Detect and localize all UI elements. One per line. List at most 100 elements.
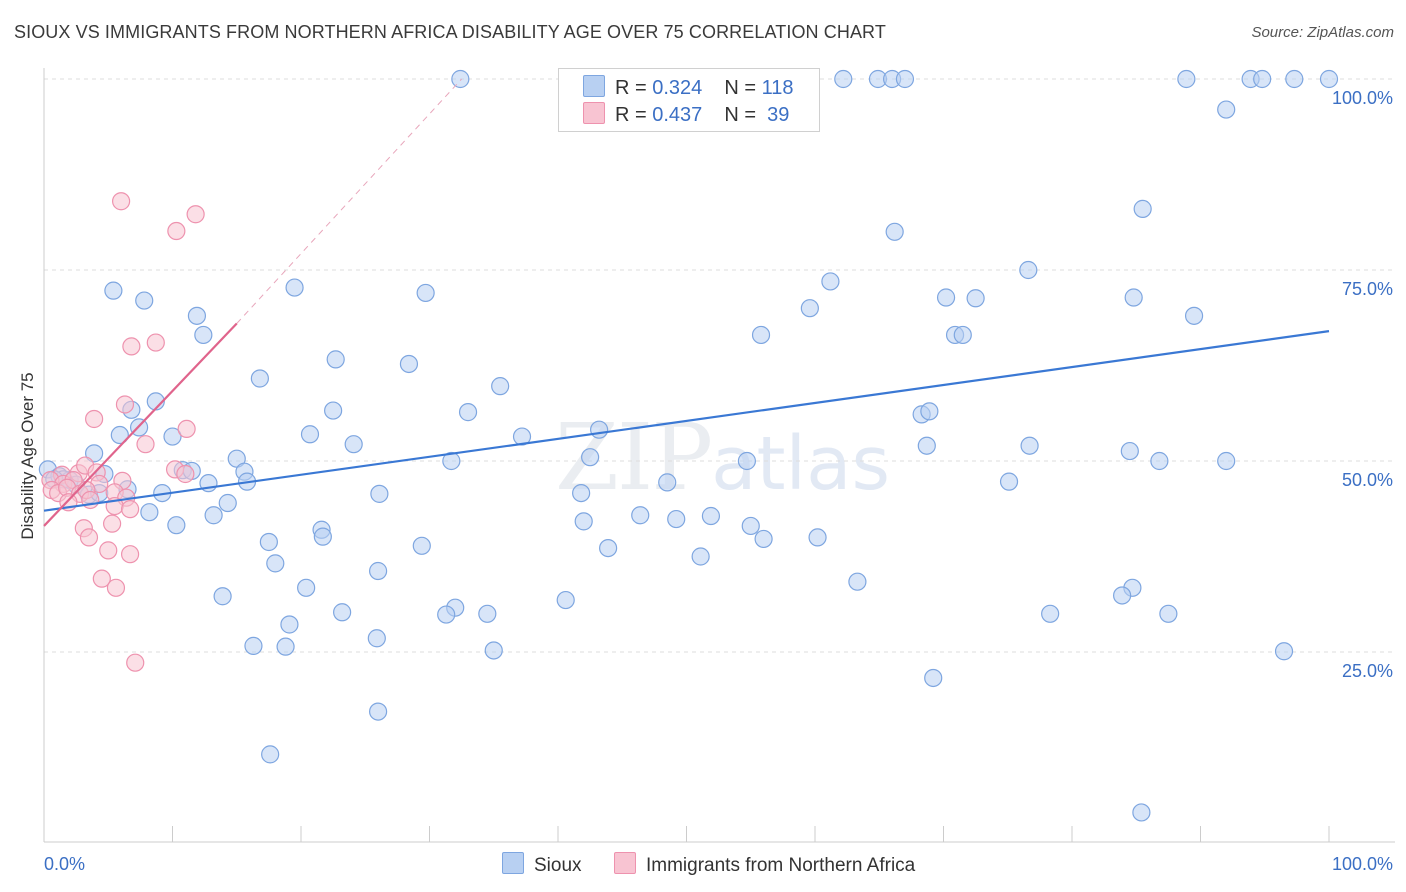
sioux-point-23 (1184, 306, 1204, 325)
sioux-point-12 (1133, 199, 1152, 218)
immigrants-point-14 (176, 464, 195, 484)
immigrants-r-value: 0.437 (652, 104, 703, 126)
immigrants-point-5 (115, 395, 135, 414)
sioux-point-15 (821, 272, 840, 291)
sioux-point-84 (741, 516, 760, 536)
sioux-point-41 (110, 425, 129, 445)
sioux-point-30 (326, 350, 345, 369)
sioux-point-46 (344, 435, 363, 454)
x-tick-label-max: 100.0% (1332, 854, 1393, 874)
sioux-point-42 (163, 427, 182, 446)
sioux-point-78 (204, 506, 223, 525)
sioux-point-53 (581, 448, 600, 467)
sioux-point-11 (1217, 100, 1236, 119)
sioux-point-110 (276, 637, 295, 656)
sioux-point-86 (313, 527, 332, 546)
sioux-point-74 (999, 472, 1019, 491)
sioux-point-98 (213, 587, 232, 606)
sioux-n-label: N = (724, 77, 762, 99)
sioux-point-18 (285, 278, 304, 297)
y-tick-label-50: 50.0% (1342, 470, 1393, 490)
sioux-point-77 (140, 503, 159, 522)
sioux-swatch (583, 75, 605, 97)
sioux-point-13 (885, 222, 904, 241)
sioux-point-109 (244, 636, 263, 655)
sioux-point-94 (369, 561, 388, 581)
immigrants-point-7 (177, 419, 196, 439)
sioux-point-26 (194, 325, 213, 345)
sioux-point-113 (924, 668, 943, 688)
sioux-point-0 (451, 69, 470, 89)
immigrants-n-value: 39 (761, 104, 790, 126)
sioux-point-21 (966, 289, 985, 308)
legend-item-immigrants: Immigrants from Northern Africa (614, 852, 915, 877)
sioux-point-93 (266, 554, 285, 573)
immigrants-point-34 (99, 541, 118, 560)
sioux-point-48 (1020, 436, 1039, 455)
sioux-point-47 (917, 436, 936, 455)
sioux-point-8 (1253, 69, 1272, 89)
x-tick-label-min: 0.0% (44, 854, 85, 874)
sioux-point-5 (895, 69, 915, 89)
immigrants-point-3 (146, 333, 165, 352)
sioux-point-56 (1217, 451, 1236, 471)
sioux-point-92 (691, 547, 710, 566)
sioux-point-31 (399, 354, 419, 374)
sioux-point-9 (1285, 69, 1304, 89)
sioux-point-17 (135, 291, 154, 310)
sioux-point-43 (300, 425, 320, 444)
sioux-point-10 (1319, 69, 1339, 89)
sioux-point-80 (574, 512, 593, 531)
sioux-point-55 (1150, 451, 1169, 471)
sioux-point-103 (437, 605, 456, 624)
sioux-point-107 (280, 615, 299, 634)
sioux-point-49 (1120, 441, 1139, 461)
chart-source: Source: ZipAtlas.com (1251, 24, 1394, 41)
immigrants-point-4 (122, 337, 141, 356)
immigrants-point-30 (120, 500, 140, 519)
immigrants-point-33 (79, 528, 99, 547)
sioux-n-value: 118 (761, 77, 794, 99)
immigrants-point-31 (103, 514, 122, 533)
sioux-point-106 (1159, 604, 1178, 623)
sioux-point-71 (370, 484, 389, 503)
sioux-point-54 (737, 451, 756, 471)
sioux-point-111 (484, 641, 503, 660)
sioux-point-52 (442, 451, 461, 471)
sioux-point-73 (658, 473, 677, 492)
legend-item-sioux: Sioux (502, 852, 582, 877)
immigrants-point-37 (106, 578, 126, 597)
legend-sioux-label: Sioux (534, 855, 582, 876)
legend-immigrants-label: Immigrants from Northern Africa (646, 855, 916, 876)
sioux-point-116 (1132, 803, 1151, 822)
sioux-point-33 (491, 377, 510, 396)
sioux-point-44 (512, 427, 532, 446)
sioux-point-36 (324, 401, 343, 420)
sioux-point-2 (834, 69, 853, 89)
sioux-point-45 (590, 420, 609, 439)
legend-sioux-swatch (502, 852, 524, 874)
sioux-point-87 (754, 529, 773, 549)
legend-immigrants-swatch (614, 852, 636, 874)
immigrants-point-38 (126, 653, 145, 672)
immigrants-r-label: R = (615, 104, 653, 126)
sioux-point-81 (631, 506, 650, 525)
sioux-point-114 (369, 702, 388, 721)
y-tick-label-75: 75.0% (1342, 279, 1393, 299)
sioux-point-50 (85, 444, 104, 463)
sioux-point-100 (478, 604, 497, 623)
sioux-point-24 (800, 299, 819, 318)
sioux-point-20 (936, 288, 956, 307)
sioux-r-label: R = (615, 77, 653, 99)
legend-row-sioux: R = 0.324 N = 118 (583, 75, 793, 99)
sioux-point-72 (572, 483, 591, 503)
sioux-point-39 (920, 402, 939, 421)
sioux-point-27 (751, 325, 771, 345)
sioux-trend-line (43, 330, 1330, 512)
sioux-point-101 (556, 590, 575, 610)
sioux-r-value: 0.324 (652, 77, 703, 99)
immigrants-point-1 (186, 205, 205, 224)
sioux-point-90 (412, 536, 431, 555)
sioux-point-29 (953, 325, 972, 345)
correlation-legend: R = 0.324 N = 118 R = 0.437 N = 39 (558, 68, 820, 132)
